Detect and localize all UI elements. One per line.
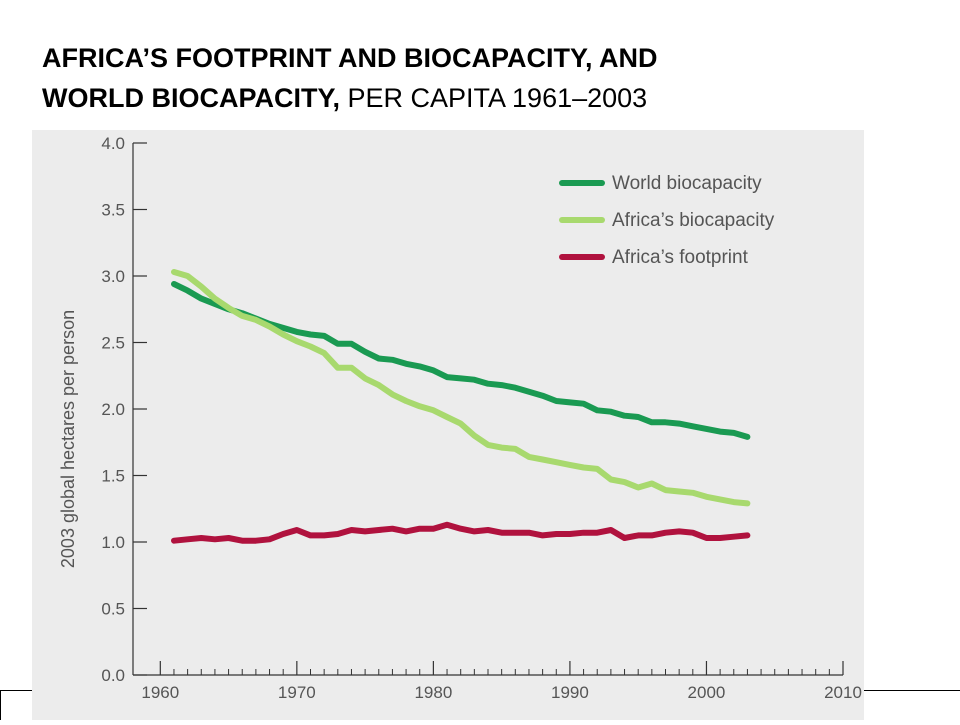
legend-label: World biocapacity — [612, 173, 762, 194]
y-tick-label: 0.5 — [101, 600, 125, 619]
y-tick-label: 1.5 — [101, 467, 125, 486]
legend-label: Africa’s biocapacity — [612, 210, 775, 231]
chart-legend: World biocapacity Africa’s biocapacity Afr… — [559, 173, 775, 268]
y-axis-label: 2003 global hectares per person — [58, 310, 78, 568]
title-normal-suffix: PER CAPITA 1961–2003 — [340, 83, 648, 113]
title-bold-line2: WORLD BIOCAPACITY, — [42, 83, 340, 113]
chart-panel: 0.0 0.5 1.0 1.5 2.0 2.5 3.0 3.5 4.0 1960 1970 1980 1… — [32, 130, 864, 720]
series-line-3 — [171, 521, 751, 544]
y-tick-label: 3.0 — [101, 267, 125, 286]
chart-axes: 0.0 0.5 1.0 1.5 2.0 2.5 3.0 3.5 4.0 1960 1970 1980 1… — [58, 134, 862, 702]
chart-series-layer — [171, 269, 751, 544]
series-line-2 — [171, 269, 751, 507]
y-tick-label: 1.0 — [101, 533, 125, 552]
x-tick-label: 2000 — [688, 683, 726, 702]
y-tick-label: 0.0 — [101, 666, 125, 685]
x-tick-label: 1970 — [278, 683, 316, 702]
x-tick-label: 1990 — [551, 683, 589, 702]
legend-label: Africa’s footprint — [612, 247, 749, 268]
series-line-1 — [171, 281, 751, 440]
y-tick-label: 3.5 — [101, 201, 125, 220]
left-frame-line — [0, 690, 1, 720]
bottom-right-frame-line — [864, 690, 960, 691]
title-bold-line1: AFRICA’S FOOTPRINT AND BIOCAPACITY, AND — [42, 43, 658, 73]
x-tick-label: 1980 — [414, 683, 452, 702]
x-tick-label: 1960 — [141, 683, 179, 702]
y-tick-label: 4.0 — [101, 134, 125, 153]
slide-title: AFRICA’S FOOTPRINT AND BIOCAPACITY, AND … — [42, 38, 862, 118]
x-tick-label: 2010 — [824, 683, 862, 702]
y-tick-label: 2.0 — [101, 400, 125, 419]
line-chart: 0.0 0.5 1.0 1.5 2.0 2.5 3.0 3.5 4.0 1960 1970 1980 1… — [58, 134, 862, 702]
bottom-left-frame-line — [0, 690, 32, 691]
y-tick-label: 2.5 — [101, 334, 125, 353]
